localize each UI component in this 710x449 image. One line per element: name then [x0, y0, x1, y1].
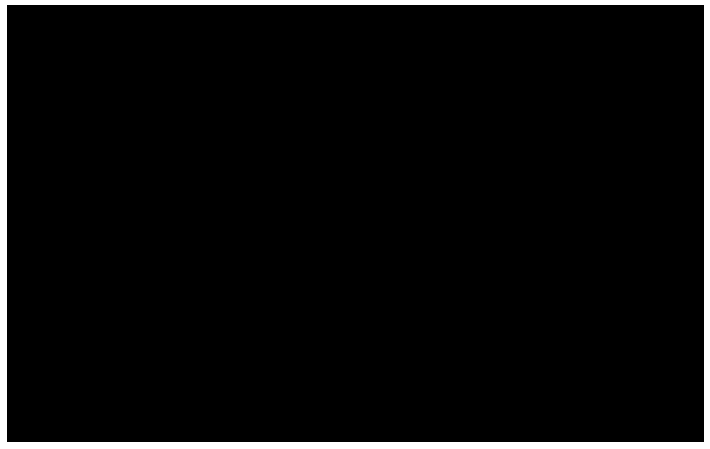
word-cloud-svg	[7, 5, 704, 442]
word-cloud-canvas	[7, 5, 704, 442]
